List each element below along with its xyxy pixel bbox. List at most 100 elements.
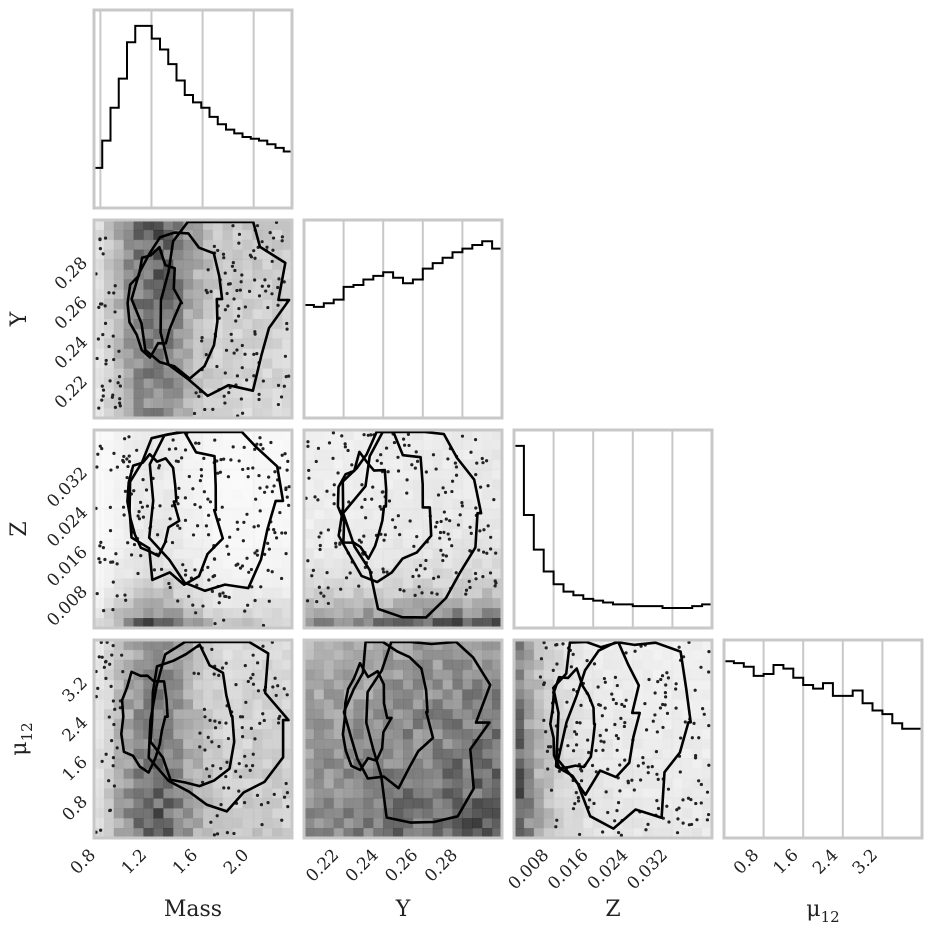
density-cell bbox=[682, 818, 693, 829]
density-cell bbox=[173, 239, 184, 251]
density-cell bbox=[304, 709, 315, 720]
density-cell bbox=[353, 598, 364, 609]
histogram-step-line bbox=[94, 24, 292, 169]
density-cell bbox=[143, 558, 154, 570]
density-cell bbox=[183, 239, 194, 251]
sample-point bbox=[243, 663, 247, 668]
density-cell bbox=[183, 378, 194, 389]
density-cell bbox=[412, 568, 424, 579]
sample-point bbox=[278, 714, 282, 718]
density-cell bbox=[113, 798, 125, 809]
density-cell bbox=[652, 679, 663, 690]
density-cell bbox=[113, 768, 125, 780]
sample-point bbox=[241, 467, 245, 472]
density-cell bbox=[662, 828, 673, 839]
sample-point bbox=[619, 716, 623, 720]
density-cell bbox=[222, 430, 234, 441]
density-cell bbox=[333, 679, 345, 690]
density-cell bbox=[113, 479, 125, 490]
sample-point bbox=[241, 539, 245, 543]
sample-point bbox=[675, 808, 679, 812]
density-cell bbox=[232, 489, 243, 500]
density-cell bbox=[133, 408, 144, 419]
density-cell bbox=[163, 729, 174, 740]
density-cell bbox=[183, 459, 194, 471]
density-cell bbox=[133, 808, 144, 819]
density-cell bbox=[113, 239, 125, 251]
density-cell bbox=[232, 659, 243, 671]
density-cell bbox=[103, 548, 115, 560]
density-cell bbox=[462, 689, 473, 700]
density-cell bbox=[672, 818, 683, 829]
density-cell bbox=[183, 719, 194, 730]
density-cell bbox=[353, 479, 364, 490]
density-cell bbox=[242, 368, 253, 379]
density-cell bbox=[193, 618, 204, 629]
density-cell bbox=[222, 818, 234, 829]
density-cell bbox=[272, 338, 283, 350]
sample-point bbox=[375, 459, 379, 463]
density-cell bbox=[252, 358, 263, 369]
density-cell bbox=[313, 699, 325, 710]
sample-point bbox=[603, 680, 607, 684]
density-cell bbox=[212, 499, 224, 510]
density-cell bbox=[622, 719, 634, 730]
sample-point bbox=[187, 474, 191, 479]
density-cell bbox=[603, 679, 614, 690]
density-cell bbox=[212, 818, 224, 829]
sample-point bbox=[644, 828, 648, 832]
sample-point bbox=[602, 740, 606, 744]
density-cell bbox=[543, 818, 555, 829]
density-cell bbox=[533, 679, 545, 690]
density-cell bbox=[393, 729, 404, 740]
density-cell bbox=[313, 529, 325, 540]
density-cell bbox=[603, 719, 614, 730]
density-cell bbox=[553, 679, 564, 690]
histogram-mass bbox=[92, 8, 294, 210]
sample-point bbox=[240, 564, 245, 568]
panel-frame bbox=[302, 218, 504, 420]
sample-point bbox=[127, 435, 131, 439]
density-cell bbox=[272, 439, 283, 451]
density-cell bbox=[282, 449, 293, 461]
density-cell bbox=[363, 538, 374, 550]
density-cell bbox=[543, 808, 555, 819]
density-cell bbox=[514, 739, 525, 750]
density-cell bbox=[662, 818, 673, 829]
sample-point bbox=[481, 461, 485, 465]
density-cell bbox=[422, 608, 434, 619]
density-cell bbox=[583, 640, 594, 651]
sample-point bbox=[218, 470, 222, 474]
density-cell bbox=[252, 729, 263, 740]
density-cell bbox=[212, 649, 224, 661]
density-cell bbox=[212, 689, 224, 700]
density-cell bbox=[163, 309, 174, 320]
density-cell bbox=[412, 618, 424, 629]
density-cell bbox=[672, 768, 683, 780]
density-cell bbox=[313, 588, 325, 599]
sample-point bbox=[618, 763, 622, 767]
density-cell bbox=[94, 699, 105, 710]
sample-point bbox=[319, 531, 323, 535]
density-cell bbox=[422, 529, 434, 540]
density-cell bbox=[514, 719, 525, 730]
density-cell bbox=[222, 328, 234, 340]
sample-point bbox=[675, 831, 680, 835]
density-cell bbox=[514, 649, 525, 661]
sample-point bbox=[129, 553, 134, 557]
density-cell bbox=[692, 758, 703, 770]
density-cell bbox=[363, 719, 374, 730]
sample-point bbox=[656, 777, 660, 781]
density-cell bbox=[313, 499, 325, 510]
density-cell bbox=[113, 449, 125, 461]
density-cell bbox=[533, 758, 545, 770]
sample-point bbox=[99, 828, 103, 832]
x-axis-label: Y bbox=[395, 897, 411, 922]
density-cell bbox=[462, 699, 473, 710]
sample-point bbox=[250, 764, 255, 768]
sample-point bbox=[317, 585, 321, 589]
density-cell bbox=[173, 489, 184, 500]
density-cell bbox=[563, 679, 574, 690]
density-cell bbox=[252, 818, 263, 829]
density-cell bbox=[202, 378, 214, 389]
